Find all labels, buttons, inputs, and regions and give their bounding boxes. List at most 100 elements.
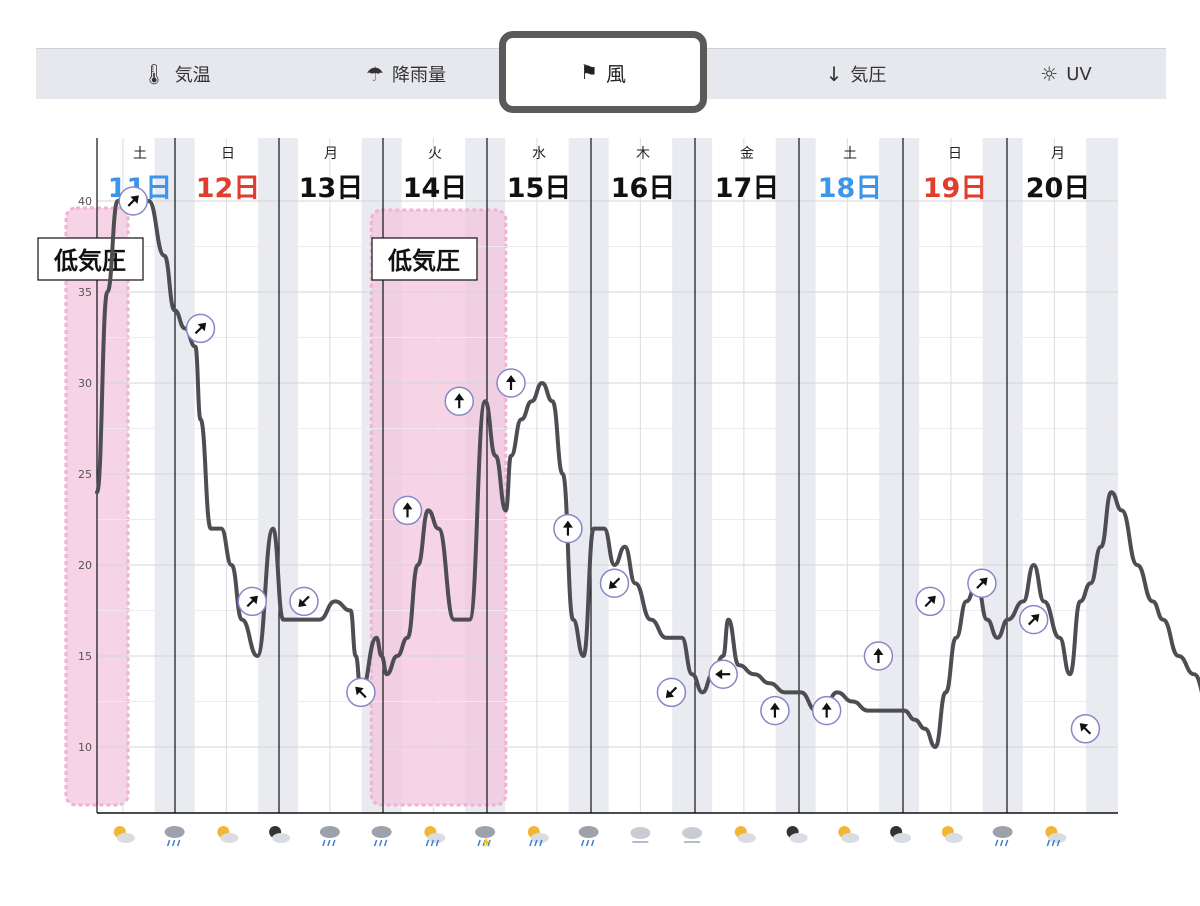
cloud-shape <box>630 827 651 839</box>
wind-direction-marker <box>656 677 687 708</box>
date-label: 12日 <box>196 173 261 204</box>
wind-direction-marker <box>185 313 216 344</box>
night-band <box>258 138 299 813</box>
tab-wind[interactable]: ⚑ 風 <box>499 31 707 113</box>
y-tick-label: 40 <box>78 195 92 208</box>
cloud-shape <box>530 833 549 843</box>
arrow-head <box>130 195 139 204</box>
cloud-shape <box>992 826 1013 838</box>
rain-drop <box>166 839 171 847</box>
sun-cloud-rain-icon <box>424 826 446 847</box>
arrow-icon <box>246 595 258 608</box>
wind-direction-marker <box>237 586 267 617</box>
arrow-head <box>197 322 207 332</box>
arrow-icon <box>194 322 207 335</box>
rain-drop <box>580 839 585 847</box>
rain-drop <box>435 839 440 847</box>
cloud-shape <box>319 826 340 838</box>
arrow-head <box>715 669 723 680</box>
cloud-shape <box>475 826 496 838</box>
rain-drop <box>590 839 595 847</box>
tab-rainfall-label: 降雨量 <box>391 65 446 86</box>
rain-icon <box>578 826 599 847</box>
rain-drop <box>529 839 533 847</box>
arrow-icon <box>355 686 367 699</box>
arrow-icon <box>127 195 139 207</box>
cloud-shape <box>220 833 239 843</box>
wind-direction-marker <box>760 695 790 726</box>
cloud-shape <box>841 833 860 843</box>
arrow-icon <box>454 393 465 409</box>
wind-direction-marker <box>863 641 894 671</box>
arrow-head <box>355 686 364 696</box>
rain-drop <box>430 839 435 847</box>
date-label: 20日 <box>1026 173 1091 204</box>
wind-direction-marker <box>289 586 319 617</box>
wind-direction-marker <box>967 568 997 598</box>
moon-cloud-icon <box>890 826 912 843</box>
sun-cloud-icon <box>734 826 756 843</box>
tab-rainfall[interactable]: ☂︎ 降雨量 <box>316 49 496 99</box>
cloud-shape <box>272 833 291 843</box>
tab-pressure[interactable]: ↓ 気圧 <box>776 49 936 99</box>
arrow-icon <box>924 595 936 608</box>
low-pressure-label-box <box>37 237 144 281</box>
rain-drop <box>425 839 430 847</box>
rain-drop <box>487 839 491 847</box>
wind-direction-marker <box>553 513 583 544</box>
cloud-shape <box>944 833 963 843</box>
rain-drop <box>383 839 388 847</box>
sun-cloud-icon <box>113 826 135 843</box>
weekday-label: 火 <box>428 146 442 162</box>
wind-direction-marker <box>915 586 945 617</box>
arrow-head <box>562 520 573 528</box>
rain-drop <box>534 839 538 847</box>
tab-uv-label: UV <box>1066 63 1092 85</box>
lightning-shape <box>483 837 491 848</box>
night-band <box>982 138 1023 813</box>
weekday-label: 月 <box>324 146 338 162</box>
arrow-icon <box>873 648 884 663</box>
pressure-arrow-icon: ↓ <box>825 62 843 86</box>
y-tick-label: 25 <box>78 468 92 481</box>
rain-drop <box>1051 839 1056 847</box>
rain-icon <box>371 826 392 847</box>
rain-icon <box>992 826 1013 847</box>
tab-temperature[interactable]: 🌡︎ 気温 <box>96 49 256 99</box>
tab-temperature-label: 気温 <box>174 65 211 86</box>
rain-cloud-icon: ☂︎ <box>366 62 384 86</box>
thunder-rain-icon <box>475 826 496 848</box>
arrow-icon <box>298 595 310 608</box>
night-band <box>1086 138 1118 813</box>
arrow-head <box>927 595 936 605</box>
arrow-icon <box>976 577 988 589</box>
weekday-label: 水 <box>532 146 546 162</box>
arrow-head <box>454 393 465 401</box>
heavy-rain-icon <box>164 826 185 847</box>
rain-drop <box>327 839 331 847</box>
cloud-shape <box>682 827 703 839</box>
weekday-label: 日 <box>221 146 235 162</box>
arrow-head <box>402 502 413 510</box>
arrow-icon <box>402 502 413 518</box>
date-label: 15日 <box>507 173 572 204</box>
arrow-head <box>608 580 618 589</box>
weekday-label: 日 <box>948 146 962 162</box>
wind-speed-line <box>95 189 1200 749</box>
rain-drop <box>999 839 1004 847</box>
low-pressure-region <box>369 208 508 807</box>
rain-drop <box>332 839 336 847</box>
low-pressure-label: 低気圧 <box>53 247 126 275</box>
arrow-icon <box>1079 723 1092 735</box>
low-pressure-label-box <box>371 237 478 281</box>
wind-direction-marker <box>444 386 474 416</box>
cloud-shape <box>427 833 446 843</box>
wind-direction-marker <box>599 568 630 598</box>
wind-direction-marker <box>496 368 526 398</box>
tab-uv[interactable]: ☼ UV <box>986 49 1146 99</box>
arrow-head <box>298 598 307 608</box>
moon-cloud-icon <box>269 826 291 843</box>
tab-wind-label: 風 <box>605 61 626 86</box>
rain-drop <box>373 839 378 847</box>
wind-direction-marker <box>1018 604 1049 635</box>
